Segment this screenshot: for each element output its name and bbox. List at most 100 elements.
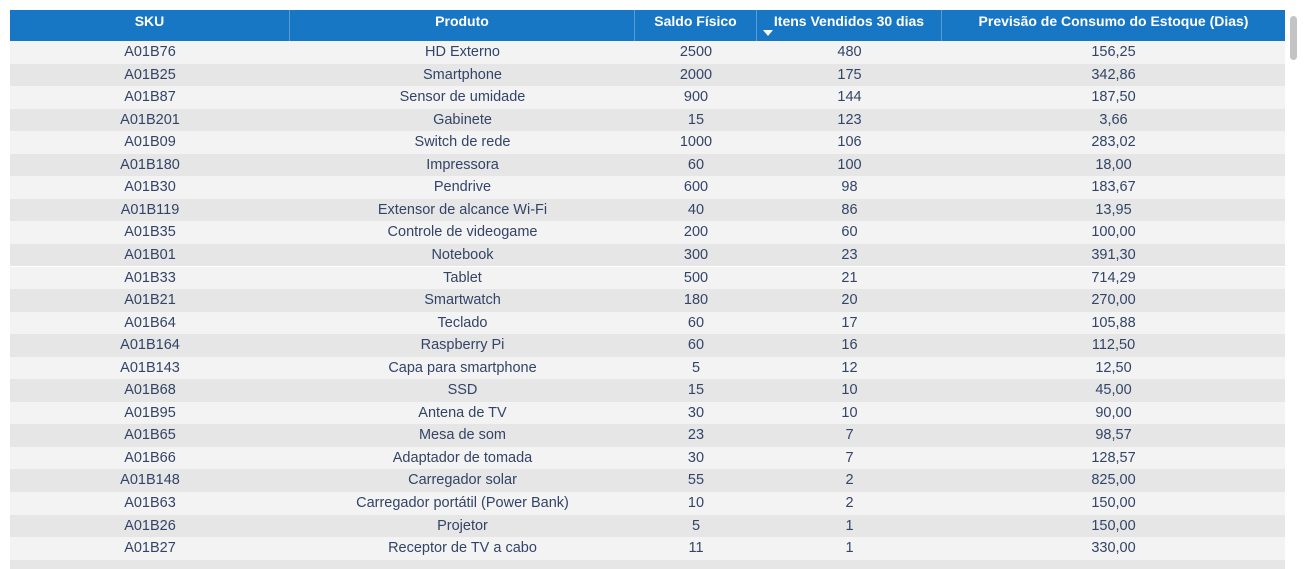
table-cell: Mesa de som [418, 427, 507, 444]
table-cell: A01B27 [124, 540, 176, 557]
table-cell: 16 [841, 337, 858, 354]
table-cell: 60 [841, 224, 858, 241]
table-row: A01B01 Notebook 300 23 391,30 [10, 243, 1285, 267]
table-cell: A01B148 [120, 472, 180, 489]
table-cell: Switch de rede [414, 134, 511, 151]
table-cell: 10 [687, 495, 705, 511]
table-cell: 7 [845, 427, 854, 444]
table-cell: 18,00 [1095, 156, 1132, 173]
table-cell: 30 [687, 449, 705, 466]
column-header[interactable]: SKU [10, 10, 290, 41]
table-row [10, 559, 1285, 569]
table-row: A01B35 Controle de videogame 200 60 100,00 [10, 221, 1285, 244]
table-cell: 17 [841, 314, 858, 331]
table-header: SKU Produto Saldo Físico Itens Vendidos 30 … [10, 10, 1285, 41]
table-row: A01B164 Raspberry Pi 60 16 112,50 [10, 334, 1285, 357]
table-cell: 283,02 [1091, 134, 1136, 151]
table-row: A01B143 Capa para smartphone 5 12 12,50 [10, 356, 1285, 380]
table-cell: 714,29 [1091, 269, 1136, 286]
table-cell: A01B68 [124, 382, 176, 399]
table-cell: 150,00 [1091, 517, 1136, 534]
table-cell: A01B95 [124, 404, 176, 421]
table-cell: 21 [841, 269, 858, 286]
table-cell: 40 [687, 201, 705, 218]
table-cell: 1 [845, 517, 854, 534]
table-cell: 500 [683, 269, 709, 286]
table-row: A01B64 Teclado 60 17 105,88 [10, 311, 1285, 335]
table-cell: 112,50 [1091, 337, 1136, 354]
table-cell: A01B143 [120, 359, 180, 376]
table-cell: 10 [841, 404, 858, 421]
table-cell: 86 [841, 201, 858, 218]
table-cell: A01B63 [124, 495, 176, 511]
table-row: A01B09 Switch de rede 1000 106 283,02 [10, 131, 1285, 154]
table-cell: 55 [687, 472, 705, 489]
table-cell: 23 [687, 427, 705, 444]
table-cell: SSD [447, 382, 478, 399]
table-cell: 391,30 [1091, 246, 1136, 263]
table-cell: Receptor de TV a cabo [388, 540, 537, 557]
table-row: A01B25 Smartphone 2000 175 342,86 [10, 63, 1285, 87]
table-cell: 15 [687, 382, 705, 399]
table-cell: A01B180 [120, 156, 180, 173]
table-cell: 15 [687, 111, 705, 128]
table-cell: A01B119 [120, 201, 180, 218]
table-cell: Smartphone [423, 66, 502, 83]
column-header[interactable]: Saldo Físico [635, 10, 757, 41]
table-cell: 342,86 [1091, 66, 1136, 83]
table-cell: 330,00 [1091, 540, 1136, 557]
sort-indicator[interactable] [763, 30, 773, 36]
table-cell: 175 [837, 66, 862, 83]
table-cell: 900 [683, 89, 709, 106]
table-cell: 5 [691, 359, 701, 376]
table: SKU Produto Saldo Físico Itens Vendidos 30 … [10, 10, 1285, 569]
table-cell: Tablet [443, 269, 482, 286]
table-cell: A01B65 [124, 427, 176, 444]
table-row: A01B27 Receptor de TV a cabo 11 1 330,00 [10, 537, 1285, 560]
scroll-thumb[interactable] [1290, 16, 1297, 60]
table-row: A01B21 Smartwatch 180 20 270,00 [10, 289, 1285, 312]
scrollbar[interactable] [1287, 10, 1300, 569]
table-cell: 150,00 [1091, 495, 1136, 511]
table-cell: Gabinete [433, 111, 492, 128]
table-row: A01B68 SSD 15 10 45,00 [10, 379, 1285, 402]
table-cell: HD Externo [425, 44, 500, 60]
table-row: A01B87 Sensor de umidade 900 144 187,50 [10, 86, 1285, 109]
table-cell: Pendrive [433, 179, 492, 196]
table-cell: 106 [837, 134, 862, 151]
table-cell: Adaptador de tomada [392, 449, 533, 466]
table-row: A01B119 Extensor de alcance Wi-Fi 40 86 13,9… [10, 198, 1285, 222]
table-cell: A01B30 [124, 179, 176, 196]
table-cell: A01B201 [120, 111, 180, 128]
table-cell: 2000 [679, 66, 713, 83]
table-row: A01B201 Gabinete 15 123 3,66 [10, 108, 1285, 132]
column-header[interactable]: Itens Vendidos 30 dias [757, 10, 942, 41]
table-cell: 187,50 [1091, 89, 1136, 106]
table-cell: 98,57 [1095, 427, 1132, 444]
table-row: A01B26 Projetor 5 1 150,00 [10, 514, 1285, 538]
table-cell: Impressora [426, 156, 499, 173]
table-cell: 13,95 [1095, 201, 1132, 218]
table-row: A01B33 Tablet 500 21 714,29 [10, 266, 1285, 290]
table-cell: 60 [687, 314, 705, 331]
table-cell: 1 [845, 540, 854, 557]
table-cell: A01B87 [124, 89, 176, 106]
column-header[interactable]: Previsão de Consumo do Estoque (Dias) [978, 13, 1249, 29]
table-cell: A01B35 [124, 224, 176, 241]
table-cell: Projetor [437, 517, 488, 534]
table-cell: A01B26 [124, 517, 176, 534]
table-row: A01B65 Mesa de som 23 7 98,57 [10, 424, 1285, 447]
table-cell: 156,25 [1091, 44, 1136, 60]
table-cell: A01B09 [124, 134, 176, 151]
table-cell: A01B01 [124, 246, 176, 263]
table-cell: A01B33 [124, 269, 176, 286]
table-cell: 12,50 [1095, 359, 1132, 376]
table-cell: 600 [683, 179, 709, 196]
table-cell: Carregador portátil (Power Bank) [356, 495, 569, 511]
table-cell: Capa para smartphone [388, 359, 537, 376]
column-header[interactable]: Produto [290, 10, 635, 41]
table-cell: 12 [841, 359, 858, 376]
table-cell: 123 [837, 111, 862, 128]
table-row: A01B63 Carregador portátil (Power Bank) 10… [10, 492, 1285, 515]
